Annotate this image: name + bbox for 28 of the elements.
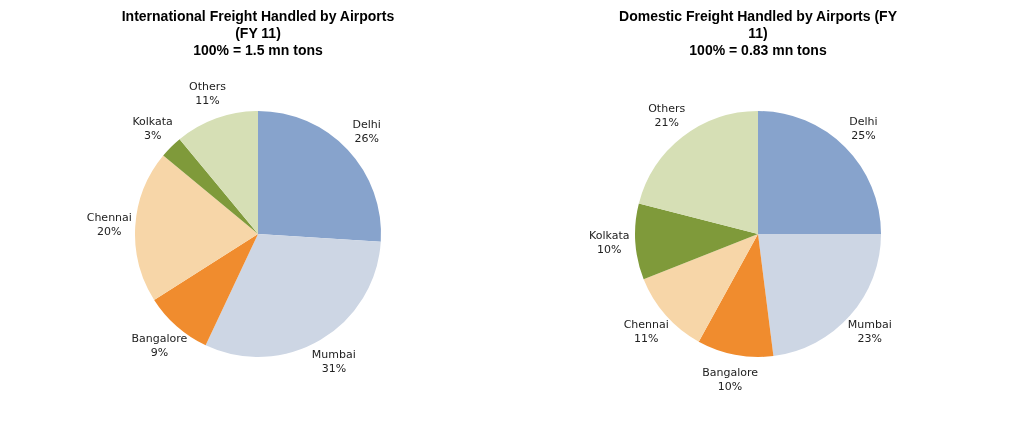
data-label: 11% <box>634 332 659 346</box>
data-label: 20% <box>97 224 122 238</box>
slice-label: Kolkata <box>589 229 630 243</box>
slice-label: Mumbai <box>847 318 892 332</box>
chart-subtitle: 100% = 0.83 mn tons <box>688 42 828 59</box>
data-label: 3% <box>143 128 162 142</box>
data-label: 21% <box>654 116 679 130</box>
data-label: 26% <box>354 131 379 145</box>
data-label: 10% <box>597 243 622 257</box>
slice-label: Delhi <box>849 114 878 128</box>
chart-title: International Freight Handled by Airports (FY 11) <box>120 8 396 42</box>
slice-label: Chennai <box>86 210 132 224</box>
slice-label: Mumbai <box>311 348 356 362</box>
slice-label: Bangalore <box>702 366 759 380</box>
slice-label: Others <box>189 79 227 93</box>
slice-label: Chennai <box>623 318 669 332</box>
chart-subtitle: 100% = 1.5 mn tons <box>192 42 324 59</box>
data-label: 31% <box>321 362 347 376</box>
data-label: 23% <box>857 332 882 346</box>
chart-title: Domestic Freight Handled by Airports (FY 11) <box>618 8 898 42</box>
slice-label: Others <box>648 102 686 116</box>
data-label: 25% <box>851 128 876 142</box>
slice-label: Kolkata <box>132 114 173 128</box>
data-label: 11% <box>195 93 220 107</box>
data-label: 10% <box>717 380 743 394</box>
slice-label: Delhi <box>352 117 381 131</box>
slice-label: Bangalore <box>131 331 188 345</box>
data-label: 9% <box>150 345 169 359</box>
